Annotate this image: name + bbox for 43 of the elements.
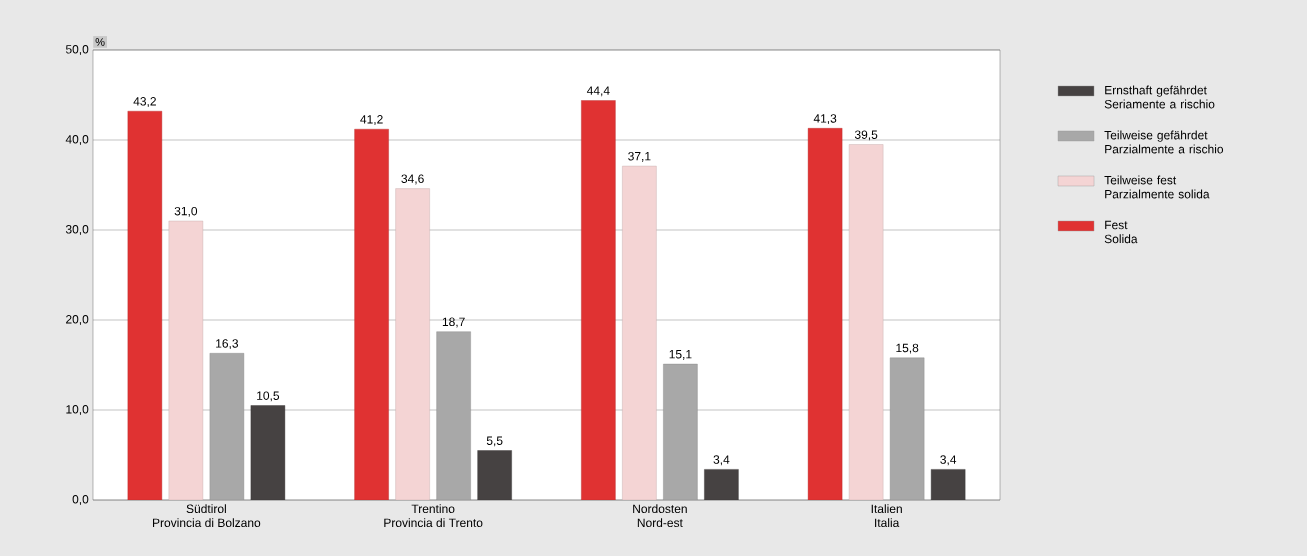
y-tick-label: 50,0 (65, 45, 89, 55)
bar (581, 100, 616, 500)
bar (127, 111, 163, 500)
data-label: 41,3 (813, 114, 837, 125)
bar (395, 188, 430, 500)
data-label: 44,4 (586, 86, 610, 97)
x-tick-label: Nordosten Nord-est (633, 504, 687, 528)
y-axis-title: % (95, 38, 105, 46)
bar (848, 144, 884, 500)
legend-label: Fest Solida (1104, 220, 1138, 244)
bar (168, 220, 204, 500)
bar (622, 165, 657, 500)
bar (209, 353, 245, 500)
legend-label: Teilweise fest Parzialmente solida (1104, 175, 1210, 199)
bar (807, 128, 843, 500)
y-tick-label: 20,0 (66, 315, 89, 325)
data-label: 34,6 (401, 174, 424, 185)
legend-label: Teilweise gefährdet Parzialmente a rischio (1104, 130, 1224, 154)
data-label: 39,5 (854, 130, 878, 141)
x-tick-label: Trentino Provincia di Trento (384, 504, 483, 528)
data-label: 3,4 (713, 455, 730, 466)
data-label: 43,2 (133, 97, 156, 107)
data-label: 18,7 (442, 317, 465, 328)
data-label: 5,5 (486, 436, 503, 447)
data-label: 10,5 (257, 391, 280, 402)
y-tick-label: 0,0 (72, 495, 89, 505)
data-label: 16,3 (216, 339, 239, 350)
data-label: 31,0 (174, 206, 198, 217)
bar (436, 331, 471, 500)
x-tick-label: Südtirol Provincia di Bolzano (153, 504, 261, 528)
data-label: 41,2 (360, 115, 383, 125)
data-label: 37,1 (628, 151, 651, 162)
data-label: 3,4 (940, 455, 957, 466)
data-label: 15,8 (896, 343, 919, 354)
data-label: 15,1 (669, 350, 692, 360)
bar (663, 363, 698, 500)
bar (354, 129, 389, 500)
y-tick-label: 30,0 (65, 225, 89, 235)
y-tick-label: 40,0 (65, 135, 89, 145)
x-tick-label: Italien Italia (871, 504, 902, 528)
y-tick-label: 10,0 (66, 405, 89, 415)
bar (889, 357, 925, 500)
legend-label: Ernsthaft gefährdet Seriamente a rischio (1104, 85, 1215, 109)
